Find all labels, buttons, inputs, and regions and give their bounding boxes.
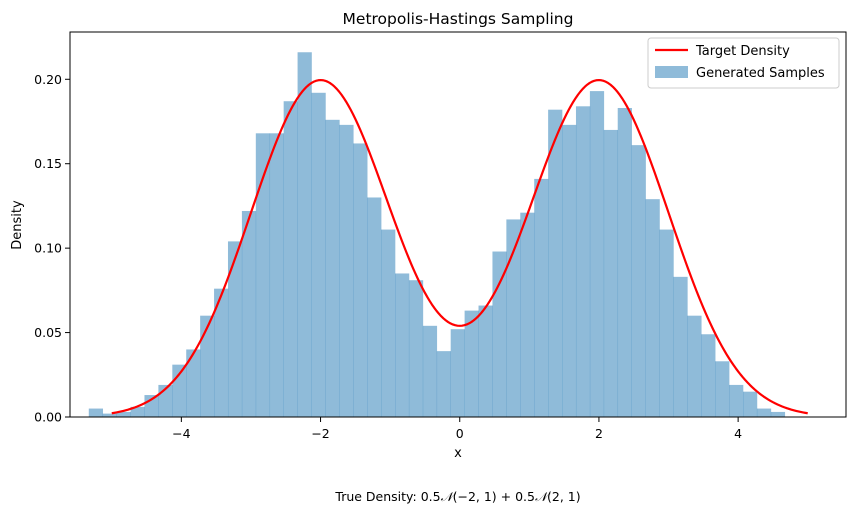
- histogram-bar: [311, 92, 326, 417]
- density-caption: True Density: 0.5𝒩(−2, 1) + 0.5𝒩(2, 1): [334, 489, 580, 504]
- histogram-bar: [464, 310, 479, 417]
- x-tick-label: 0: [456, 426, 464, 441]
- histogram-bar: [492, 251, 507, 417]
- histogram-bar: [756, 408, 772, 417]
- histogram-bar: [743, 391, 758, 417]
- histogram-bar: [381, 229, 396, 417]
- histogram-bar: [659, 229, 674, 417]
- histogram-bar: [297, 52, 312, 417]
- legend-bar-swatch: [655, 66, 688, 78]
- histogram-bar: [631, 145, 646, 417]
- chart-title: Metropolis-Hastings Sampling: [343, 10, 574, 28]
- caption-term1-coef: 0.5: [421, 489, 441, 504]
- histogram-bar: [283, 101, 298, 417]
- histogram-bar: [269, 133, 284, 417]
- histogram-bar: [227, 241, 243, 417]
- plot-frame: [69, 31, 847, 418]
- y-axis-label: Density: [10, 200, 25, 250]
- histogram-bar: [353, 143, 368, 417]
- legend-box: [647, 37, 840, 89]
- histogram-bar: [214, 288, 229, 417]
- histogram-bar: [645, 199, 660, 417]
- x-tick-label: −2: [311, 426, 329, 441]
- histogram-bar: [617, 107, 632, 418]
- histogram-bars: [88, 52, 786, 418]
- histogram-bar: [102, 413, 117, 417]
- x-tick-label: −4: [172, 426, 190, 441]
- histogram-bar: [325, 119, 340, 417]
- histogram-bar: [478, 305, 493, 417]
- caption-term2-coef: 0.5: [515, 489, 535, 504]
- histogram-bar: [770, 411, 786, 417]
- histogram-bar: [255, 133, 271, 417]
- y-tick-label: 0.10: [34, 241, 62, 256]
- y-tick-label: 0.05: [34, 325, 62, 340]
- histogram-bar: [506, 219, 521, 417]
- histogram-bar: [88, 408, 104, 417]
- histogram-bar: [116, 411, 131, 417]
- caption-term2-args: (2, 1): [547, 489, 581, 504]
- x-tick-label: 4: [734, 426, 742, 441]
- histogram-bar: [562, 124, 577, 418]
- histogram-bar: [130, 406, 145, 417]
- histogram-bar: [729, 384, 744, 417]
- legend-label-target-density: Target Density: [695, 44, 790, 59]
- legend: Target Density Generated Samples: [647, 37, 840, 89]
- caption-prefix: True Density:: [334, 489, 420, 504]
- histogram-bar: [422, 325, 438, 417]
- histogram-bar: [339, 124, 354, 418]
- histogram-bar: [701, 334, 716, 417]
- histogram-bar: [589, 91, 605, 417]
- x-tick-label: 2: [595, 426, 603, 441]
- histogram-bar: [436, 351, 451, 417]
- histogram-bar: [673, 276, 688, 417]
- y-tick-label: 0.15: [34, 156, 62, 171]
- histogram-bar: [367, 197, 382, 417]
- y-tick-label: 0.00: [34, 410, 62, 425]
- histogram-bar: [603, 129, 619, 417]
- x-axis-label: x: [454, 446, 462, 461]
- caption-plus: +: [497, 489, 515, 504]
- legend-label-generated-samples: Generated Samples: [696, 66, 825, 81]
- histogram-bar: [575, 106, 591, 418]
- y-axis-ticks: 0.00 0.05 0.10 0.15 0.20: [34, 72, 70, 425]
- target-density-line: [111, 78, 808, 415]
- histogram-bar: [200, 315, 215, 417]
- histogram-bar: [186, 349, 201, 417]
- caption-term1-args: (−2, 1): [453, 489, 497, 504]
- histogram-bar: [534, 178, 549, 417]
- histogram-bar: [450, 329, 465, 417]
- histogram-bar: [520, 212, 535, 417]
- histogram-bar: [687, 315, 702, 417]
- histogram-bar: [548, 109, 563, 418]
- histogram-bar: [241, 210, 257, 417]
- y-tick-label: 0.20: [34, 72, 62, 87]
- x-axis-ticks: −4 −2 0 2 4: [172, 417, 742, 441]
- histogram-bar: [395, 273, 410, 417]
- histogram-bar: [408, 280, 424, 417]
- histogram-bar: [715, 361, 730, 417]
